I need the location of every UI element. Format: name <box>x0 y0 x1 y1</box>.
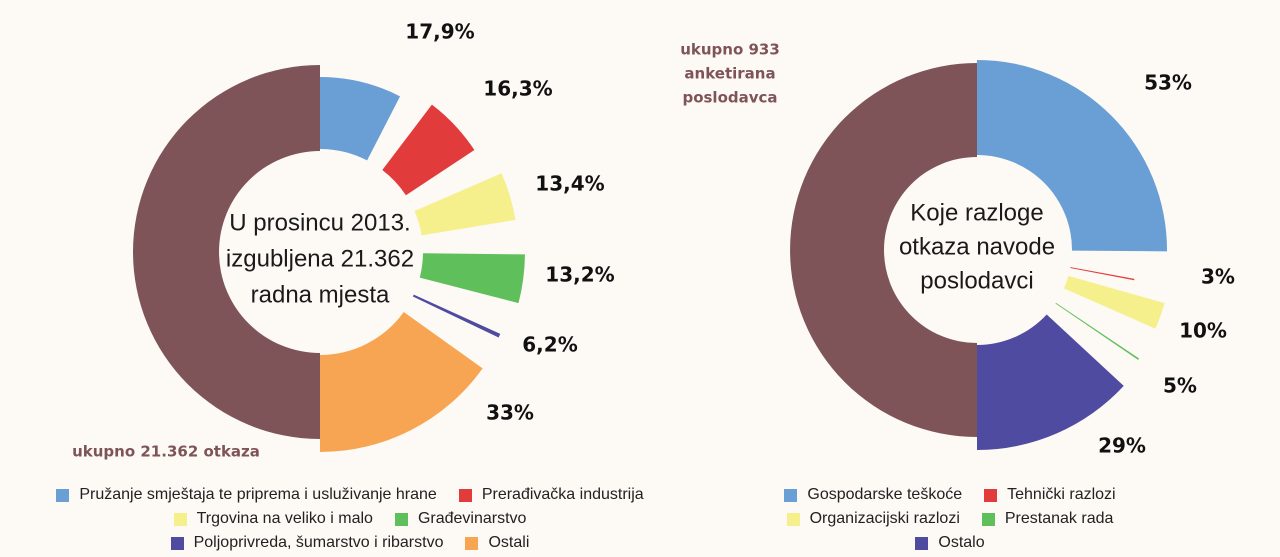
slice-label-2: 16,3% <box>483 77 552 101</box>
legend-row: Pružanje smještaja te priprema i usluživ… <box>56 484 644 506</box>
legend-label: Prestanak rada <box>1004 510 1114 527</box>
legend-swatch <box>784 488 798 502</box>
legend-row: Poljoprivreda, šumarstvo i ribarstvo Osta… <box>170 532 529 554</box>
slice-label-6: 33% <box>486 401 534 425</box>
slice-label-3: 10% <box>1179 319 1227 343</box>
slice-1 <box>320 77 401 161</box>
legend-swatch <box>981 512 995 526</box>
legend-label: Ostalo <box>938 534 985 551</box>
center-text-line-1: Koje razloge <box>910 199 1043 226</box>
legend-label: Organizacijski razlozi <box>809 510 960 527</box>
slice-5 <box>977 314 1124 450</box>
slice-label-1: 17,9% <box>405 20 474 44</box>
legend-label: Pružanje smještaja te priprema i usluživ… <box>79 486 437 503</box>
total-label: ukupno 21.362 otkaza <box>72 443 260 461</box>
total-half-ring <box>133 65 320 439</box>
slice-label-2: 3% <box>1201 265 1235 289</box>
legend-label: Gospodarske teškoće <box>807 486 963 503</box>
legend-item: Tehnički razlozi <box>984 484 1116 506</box>
slice-4 <box>1055 302 1140 360</box>
legend-row: Trgovina na veliko i malo Građevinarstvo <box>173 508 527 530</box>
legend-item: Pružanje smještaja te priprema i usluživ… <box>56 484 437 506</box>
legend-swatch <box>173 512 187 526</box>
legend-swatch <box>394 512 408 526</box>
donut-chart-2: 53% 3% 10% 5% 29% Koje razloge otkaza navode po… <box>680 41 1235 458</box>
legend-right: Gospodarske teškoće Tehnički razlozi Organ… <box>700 484 1200 554</box>
legend-item: Organizacijski razlozi <box>786 508 960 530</box>
slice-2 <box>1070 267 1135 281</box>
center-text-line-2: izgubljena 21.362 <box>226 245 414 272</box>
center-text-line-3: radna mjesta <box>251 281 390 308</box>
slice-label-5: 6,2% <box>522 333 577 357</box>
legend-row: Gospodarske teškoće Tehnički razlozi <box>784 484 1116 506</box>
legend-item: Prestanak rada <box>981 508 1114 530</box>
legend-row: Organizacijski razlozi Prestanak rada <box>786 508 1114 530</box>
legend-row: Ostalo <box>915 532 985 554</box>
slice-label-1: 53% <box>1144 71 1192 95</box>
donut-chart-1: 17,9% 16,3% 13,4% 13,2% 6,2% 33% U prosincu 20… <box>72 20 615 461</box>
total-label-line-3: poslodavca <box>682 89 777 107</box>
legend-swatch <box>465 536 479 550</box>
legend-swatch <box>458 488 472 502</box>
slice-5 <box>412 294 501 338</box>
slice-2 <box>382 104 475 196</box>
center-text-line-1: U prosincu 2013. <box>229 209 410 236</box>
legend-label: Poljoprivreda, šumarstvo i ribarstvo <box>193 534 444 551</box>
slice-label-4: 13,2% <box>545 263 614 287</box>
legend-label: Tehnički razlozi <box>1007 486 1116 503</box>
slice-label-5: 29% <box>1098 434 1146 458</box>
total-half-ring <box>790 63 977 437</box>
total-label-line-2: anketirana <box>684 65 775 83</box>
slice-3 <box>414 173 516 236</box>
total-label-line-1: ukupno 933 <box>680 41 780 59</box>
legend-label: Građevinarstvo <box>417 510 527 527</box>
legend-item: Gospodarske teškoće <box>784 484 962 506</box>
legend-swatch <box>915 536 929 550</box>
slice-3 <box>1063 275 1165 329</box>
legend-item: Poljoprivreda, šumarstvo i ribarstvo <box>170 532 444 554</box>
legend-label: Prerađivačka industrija <box>481 486 644 503</box>
legend-item: Ostali <box>465 532 529 554</box>
legend-item: Građevinarstvo <box>394 508 527 530</box>
legend-item: Trgovina na veliko i malo <box>173 508 373 530</box>
slice-label-3: 13,4% <box>535 172 604 196</box>
legend-item: Prerađivačka industrija <box>458 484 644 506</box>
center-text-line-2: otkaza navode <box>899 233 1055 260</box>
center-text-line-3: poslodavci <box>920 267 1033 294</box>
legend-label: Trgovina na veliko i malo <box>196 510 373 527</box>
legend-swatch <box>56 488 70 502</box>
legend-swatch <box>170 536 184 550</box>
slice-4 <box>419 253 525 304</box>
slice-label-4: 5% <box>1163 374 1197 398</box>
legend-item: Ostalo <box>915 532 985 554</box>
legend-swatch <box>786 512 800 526</box>
slice-1 <box>977 60 1167 252</box>
legend-left: Pružanje smještaja te priprema i usluživ… <box>20 484 680 554</box>
slice-6 <box>320 311 483 452</box>
legend-swatch <box>984 488 998 502</box>
legend-label: Ostali <box>488 534 530 551</box>
